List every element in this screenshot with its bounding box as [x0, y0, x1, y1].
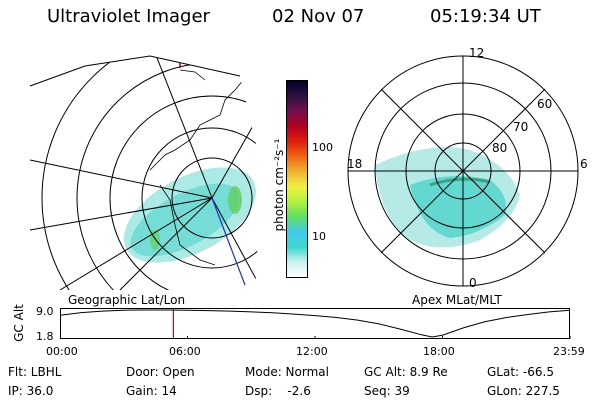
aurora-bright-spot: [228, 186, 242, 214]
geographic-caption: Geographic Lat/Lon: [68, 293, 186, 307]
colorbar-tick-10: 10: [312, 230, 326, 243]
colorbar-tick-100: 100: [312, 141, 333, 154]
orbit-chart-frame: [60, 308, 570, 339]
xtick-0000: 00:00: [46, 345, 78, 358]
glat-status: GLat: -66.5: [487, 365, 554, 379]
colorbar: [286, 80, 308, 278]
dsp-status: Dsp: -2.6: [245, 384, 311, 398]
image-edge: [29, 55, 241, 87]
lat-label-70: 70: [513, 120, 529, 134]
lat-label-80: 80: [492, 141, 508, 155]
ytick-min: 1.8: [36, 330, 54, 343]
seq-status: Seq: 39: [364, 384, 410, 398]
xtick-1200: 12:00: [296, 345, 328, 358]
mlat-mlt-plot: [347, 55, 579, 287]
colorbar-unit-label: photon cm⁻²s⁻¹: [272, 138, 286, 232]
geographic-map: [29, 56, 262, 290]
gain-status: Gain: 14: [126, 384, 177, 398]
orbit-altitude-chart: [60, 308, 571, 339]
date-label: 02 Nov 07: [272, 6, 365, 27]
mlt-label-0: 0: [469, 276, 477, 290]
mlt-label-6: 6: [580, 157, 588, 171]
gc-alt-axis-label: GC Alt: [12, 304, 26, 342]
coastline: [149, 69, 246, 266]
ytick-max: 9.0: [36, 305, 54, 318]
xtick-0600: 06:00: [169, 345, 201, 358]
ip-status: IP: 36.0: [8, 384, 54, 398]
colorbar-gradient: [287, 81, 307, 277]
apex-caption: Apex MLat/MLT: [412, 293, 502, 307]
altitude-series-line: [60, 309, 571, 338]
door-status: Door: Open: [126, 365, 195, 379]
instrument-title: Ultraviolet Imager: [47, 6, 210, 27]
aurora-arc: [429, 177, 491, 187]
mlt-label-18: 18: [347, 157, 363, 171]
lat-label-60: 60: [537, 97, 553, 111]
mode-status: Mode: Normal: [245, 365, 329, 379]
filter-status: Flt: LBHL: [8, 365, 62, 379]
xtick-2359: 23:59: [553, 345, 585, 358]
glon-status: GLon: 227.5: [487, 384, 560, 398]
geographic-grid: [29, 56, 262, 290]
time-label: 05:19:34 UT: [430, 6, 541, 27]
noon-meridian: [211, 197, 246, 286]
gc-alt-status: GC Alt: 8.9 Re: [364, 365, 448, 379]
xtick-1800: 18:00: [423, 345, 455, 358]
mlt-label-12: 12: [469, 46, 485, 60]
geographic-image: [29, 55, 579, 290]
